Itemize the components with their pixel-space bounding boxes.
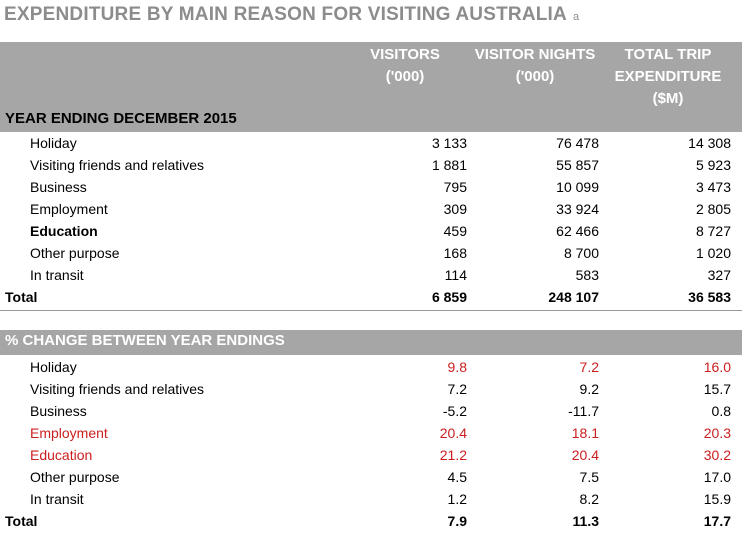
row-label: In transit xyxy=(30,267,84,283)
cell-value: 9.8 xyxy=(447,359,467,375)
cell-value: 55 857 xyxy=(556,157,599,173)
section-title: YEAR ENDING DECEMBER 2015 xyxy=(5,110,237,127)
cell-value: 114 xyxy=(444,267,467,283)
cell-value: 18.1 xyxy=(571,425,599,441)
total-value: 17.7 xyxy=(703,513,731,529)
cell-value: 9.2 xyxy=(579,381,599,397)
cell-value: 33 924 xyxy=(556,201,599,217)
row-label: Employment xyxy=(30,425,108,441)
total-value: 36 583 xyxy=(688,289,731,305)
cell-value: 1 881 xyxy=(431,157,467,173)
cell-value: 30.2 xyxy=(703,447,731,463)
total-label: Total xyxy=(5,289,38,305)
row-label: Holiday xyxy=(30,359,77,375)
cell-value: 7.2 xyxy=(447,381,467,397)
cell-value: 20.3 xyxy=(703,425,731,441)
section-title: % CHANGE BETWEEN YEAR ENDINGS xyxy=(5,332,285,349)
cell-value: 17.0 xyxy=(703,469,731,485)
total-value: 7.9 xyxy=(447,513,467,529)
cell-value: 15.9 xyxy=(703,491,731,507)
row-label: Other purpose xyxy=(30,469,120,485)
cell-value: 8.2 xyxy=(579,491,599,507)
total-label: Total xyxy=(5,513,38,529)
cell-value: 309 xyxy=(443,201,467,217)
cell-value: 76 478 xyxy=(556,135,599,151)
row-label: In transit xyxy=(30,491,84,507)
title-note: a xyxy=(572,11,580,23)
cell-value: -5.2 xyxy=(442,403,467,419)
cell-value: 21.2 xyxy=(439,447,467,463)
cell-value: 8 700 xyxy=(563,245,599,261)
title: EXPENDITURE BY MAIN REASON FOR VISITING … xyxy=(4,4,579,26)
cell-value: 4.5 xyxy=(447,469,467,485)
cell-value: -11.7 xyxy=(568,403,599,419)
header-band xyxy=(0,42,742,132)
row-label: Visiting friends and relatives xyxy=(30,381,205,397)
cell-value: 0.8 xyxy=(711,403,731,419)
cell-value: 15.7 xyxy=(703,381,731,397)
cell-value: 14 308 xyxy=(688,135,731,151)
cell-value: 1.2 xyxy=(447,491,467,507)
row-label: Other purpose xyxy=(30,245,120,261)
cell-value: 459 xyxy=(443,223,467,239)
cell-value: 1 020 xyxy=(695,245,731,261)
total-value: 6 859 xyxy=(431,289,467,305)
title-text: EXPENDITURE BY MAIN REASON FOR VISITING … xyxy=(4,4,567,25)
cell-value: 3 133 xyxy=(431,135,467,151)
total-value: 11.3 xyxy=(572,513,599,529)
cell-value: 168 xyxy=(443,245,467,261)
row-label: Visiting friends and relatives xyxy=(30,157,205,173)
cell-value: 7.5 xyxy=(579,469,599,485)
column-header: VISITORS ('000) xyxy=(370,46,440,85)
cell-value: 795 xyxy=(443,179,467,195)
cell-value: 62 466 xyxy=(556,223,599,239)
divider xyxy=(0,310,742,311)
row-label: Employment xyxy=(30,201,108,217)
cell-value: 583 xyxy=(575,267,599,283)
cell-value: 3 473 xyxy=(695,179,731,195)
cell-value: 20.4 xyxy=(439,425,467,441)
column-header: TOTAL TRIP EXPENDITURE ($M) xyxy=(614,46,722,107)
section-band xyxy=(0,330,742,355)
column-header: VISITOR NIGHTS ('000) xyxy=(474,46,596,85)
cell-value: 10 099 xyxy=(556,179,599,195)
cell-value: 16.0 xyxy=(703,359,731,375)
cell-value: 5 923 xyxy=(695,157,731,173)
row-label: Business xyxy=(30,179,87,195)
row-label: Education xyxy=(30,223,98,239)
cell-value: 327 xyxy=(707,267,731,283)
cell-value: 7.2 xyxy=(579,359,599,375)
total-value: 248 107 xyxy=(548,289,599,305)
cell-value: 8 727 xyxy=(695,223,731,239)
row-label: Business xyxy=(30,403,87,419)
row-label: Education xyxy=(30,447,93,463)
row-label: Holiday xyxy=(30,135,77,151)
cell-value: 20.4 xyxy=(571,447,599,463)
cell-value: 2 805 xyxy=(695,201,731,217)
